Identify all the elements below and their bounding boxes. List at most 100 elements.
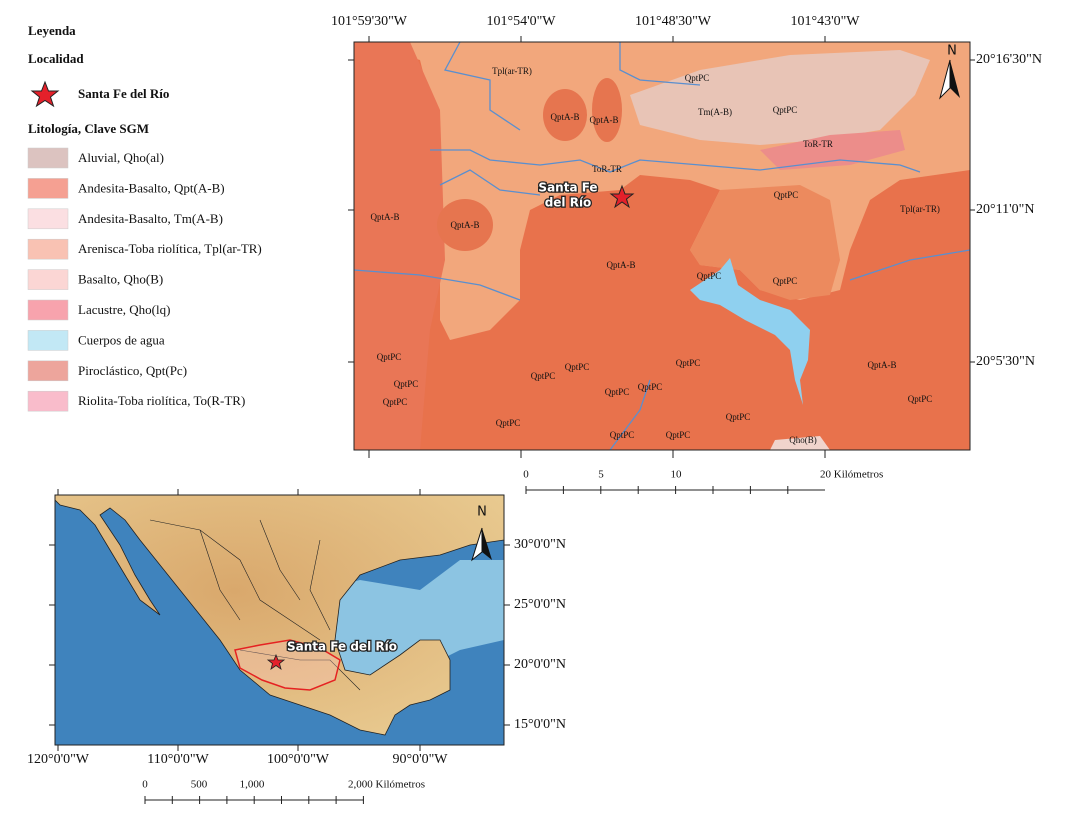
- unit-label: QptPC: [638, 382, 663, 392]
- shelf: [300, 560, 504, 700]
- legend-label: Cuerpos de agua: [78, 332, 165, 347]
- north-arrow: N: [471, 505, 492, 562]
- unit-label: QptPC: [908, 394, 933, 404]
- unit-label: QptPC: [565, 362, 590, 372]
- locality-star: [266, 653, 286, 670]
- unit-label: QptA-B: [451, 220, 480, 230]
- latitude-label: 30°0'0"N: [514, 537, 566, 552]
- unit-label: QptA-B: [607, 260, 636, 270]
- unit-label: Qho(B): [789, 435, 817, 445]
- latitude-label: 20°11'0"N: [976, 202, 1034, 217]
- longitude-label: 100°0'0"W: [267, 752, 330, 767]
- legend-swatch: [27, 178, 69, 199]
- unit-label: QptA-B: [868, 360, 897, 370]
- basin: [234, 639, 341, 691]
- scale-label: 1,000: [240, 779, 265, 791]
- locality-star: [609, 184, 635, 209]
- unit-label: ToR-TR: [803, 139, 833, 149]
- legend-subtitle: Localidad: [28, 51, 84, 66]
- unit-label: QptPC: [394, 379, 419, 389]
- longitude-label: 101°48'30"W: [635, 14, 712, 29]
- unit-label: QptPC: [685, 73, 710, 83]
- legend-swatch: [27, 238, 69, 260]
- map-frame: [353, 41, 971, 451]
- legend-label: Andesita-Basalto, Qpt(A-B): [78, 180, 225, 195]
- unit-label: QptA-B: [371, 212, 400, 222]
- scale-label: 5: [598, 469, 604, 481]
- legend-swatch: [27, 299, 69, 321]
- unit-label: QptPC: [610, 430, 635, 440]
- longitude-label: 110°0'0"W: [147, 752, 209, 767]
- unit-label: QptPC: [605, 387, 630, 397]
- longitude-label: 120°0'0"W: [27, 752, 90, 767]
- legend-swatch: [27, 390, 69, 412]
- unit-label: QptPC: [773, 105, 798, 115]
- river: [354, 269, 521, 301]
- unit-label: QptPC: [676, 358, 701, 368]
- river: [430, 149, 921, 173]
- main-map: Tpl(ar-TR) QptPC QptA-B QptA-B Tm(A-B) QptPC T…: [331, 14, 1042, 494]
- unit-label: Tpl(ar-TR): [492, 66, 532, 76]
- latitude-label: 25°0'0"N: [514, 597, 566, 612]
- longitude-label: 90°0'0"W: [392, 752, 448, 767]
- legend-label: Andesita-Basalto, Tm(A-B): [78, 211, 223, 226]
- latitude-label: 15°0'0"N: [514, 717, 566, 732]
- locality-label: del Río: [545, 196, 592, 210]
- lake: [690, 258, 810, 405]
- land: [55, 495, 504, 736]
- legend-swatch: [27, 360, 69, 382]
- unit-area: [592, 78, 622, 142]
- unit-label: QptPC: [377, 352, 402, 362]
- unit-label: ToR-TR: [592, 164, 622, 174]
- longitude-label: 101°54'0"W: [486, 14, 556, 29]
- unit-label: QptA-B: [590, 115, 619, 125]
- latitude-label: 20°16'30"N: [976, 52, 1042, 67]
- unit-label: Tpl(ar-TR): [900, 204, 940, 214]
- map-frame: [54, 494, 505, 746]
- legend-label: Aluvial, Qho(al): [78, 150, 164, 165]
- latitude-label: 20°5'30"N: [976, 354, 1035, 369]
- unit-label: QptPC: [697, 271, 722, 281]
- unit-area: [770, 436, 830, 450]
- map-labels: Tpl(ar-TR) QptPC QptA-B QptA-B Tm(A-B) QptPC T…: [371, 66, 940, 445]
- legend-label: Lacustre, Qho(lq): [78, 302, 170, 317]
- scale-label: 2,000 Kilómetros: [348, 779, 425, 791]
- scale-label: 500: [191, 779, 208, 791]
- coordinates: 120°0'0"W 110°0'0"W 100°0'0"W 90°0'0"W 30°0'…: [27, 489, 566, 767]
- legend-label: Riolita-Toba riolítica, To(R-TR): [78, 393, 245, 408]
- legend-label: Arenisca-Toba riolítica, Tpl(ar-TR): [78, 241, 262, 256]
- scale-label: 0: [523, 469, 529, 481]
- north-label: N: [947, 44, 957, 59]
- legend-label: Basalto, Qho(B): [78, 272, 163, 287]
- longitude-label: 101°43'0"W: [790, 14, 860, 29]
- latitude-label: 20°0'0"N: [514, 657, 566, 672]
- unit-area: [630, 50, 930, 145]
- legend-subtitle: Litología, Clave SGM: [28, 121, 149, 136]
- unit-label: QptPC: [666, 430, 691, 440]
- legend-label: Piroclástico, Qpt(Pc): [78, 363, 187, 378]
- coordinates: 101°59'30"W 101°54'0"W 101°48'30"W 101°43'0…: [331, 14, 1042, 458]
- legend-swatch: [27, 147, 69, 169]
- scale-label: 10: [671, 469, 683, 481]
- legend-swatch: [27, 208, 69, 230]
- unit-area: [354, 42, 445, 450]
- locality-label: Santa Fe del Río: [287, 640, 397, 654]
- scale-label: 20 Kilómetros: [820, 469, 883, 481]
- unit-label: QptA-B: [551, 112, 580, 122]
- unit-label: QptPC: [531, 371, 556, 381]
- scale-label: 0: [142, 779, 148, 791]
- north-arrow: N: [939, 44, 960, 100]
- unit-area: [760, 130, 905, 170]
- unit-label: QptPC: [496, 418, 521, 428]
- river: [444, 42, 521, 131]
- legend-swatch: [27, 269, 69, 290]
- river: [619, 42, 701, 86]
- unit-label: QptPC: [774, 190, 799, 200]
- inset-map: Santa Fe del Río N 120°0'0"W 110°0'0"W 100…: [27, 489, 566, 804]
- legend-locality: Santa Fe del Río: [78, 86, 169, 101]
- unit-label: QptPC: [773, 276, 798, 286]
- unit-area: [690, 185, 840, 300]
- star-icon: [30, 80, 60, 108]
- unit-label: Tm(A-B): [698, 107, 732, 117]
